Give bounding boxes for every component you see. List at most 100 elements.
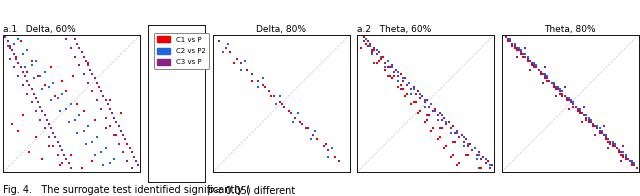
Point bbox=[374, 59, 384, 63]
Point bbox=[358, 40, 369, 43]
Point bbox=[372, 48, 382, 52]
Point bbox=[566, 99, 577, 102]
Point bbox=[599, 125, 609, 128]
Point bbox=[260, 85, 270, 89]
Point bbox=[365, 44, 375, 47]
Point bbox=[531, 66, 541, 69]
Point bbox=[452, 129, 462, 132]
Point bbox=[18, 53, 28, 56]
Point bbox=[369, 62, 380, 65]
Point bbox=[380, 68, 390, 71]
Point bbox=[621, 157, 631, 161]
Point bbox=[415, 96, 426, 100]
Point bbox=[610, 144, 620, 147]
Point bbox=[29, 92, 39, 95]
Point bbox=[48, 131, 58, 134]
Point bbox=[568, 101, 579, 104]
Point bbox=[562, 99, 572, 102]
Point bbox=[450, 140, 460, 143]
Point bbox=[428, 127, 438, 130]
Point bbox=[378, 55, 388, 58]
Point bbox=[404, 81, 415, 84]
Point bbox=[76, 166, 86, 169]
Point bbox=[76, 51, 86, 54]
Point bbox=[57, 92, 67, 95]
Point bbox=[419, 99, 429, 102]
Point bbox=[310, 129, 320, 132]
Point bbox=[92, 136, 102, 139]
Point bbox=[236, 62, 246, 65]
Point bbox=[441, 144, 451, 147]
Point bbox=[448, 125, 458, 128]
Point bbox=[312, 138, 322, 141]
Point bbox=[450, 131, 460, 134]
Point bbox=[590, 133, 600, 137]
Point bbox=[596, 129, 607, 132]
Point bbox=[51, 136, 61, 139]
Point bbox=[81, 142, 91, 145]
Point bbox=[540, 73, 550, 76]
Point bbox=[514, 46, 524, 49]
Point bbox=[312, 138, 322, 141]
Point bbox=[400, 77, 410, 80]
Point bbox=[124, 146, 134, 150]
Point bbox=[601, 133, 611, 137]
Point bbox=[4, 44, 15, 47]
Point bbox=[588, 125, 598, 128]
Point bbox=[13, 38, 24, 41]
Point bbox=[61, 38, 72, 41]
Point bbox=[527, 64, 537, 67]
Point bbox=[18, 83, 28, 86]
Point bbox=[518, 53, 529, 56]
Point bbox=[577, 120, 588, 123]
Point bbox=[573, 107, 583, 110]
Point bbox=[544, 79, 554, 82]
Point bbox=[536, 73, 546, 76]
Point bbox=[292, 112, 303, 115]
Point bbox=[72, 131, 83, 134]
Point bbox=[603, 138, 613, 141]
Point bbox=[111, 120, 122, 123]
Point bbox=[402, 83, 412, 86]
Point bbox=[586, 120, 596, 123]
Point bbox=[408, 101, 419, 104]
Point bbox=[424, 105, 434, 108]
Point bbox=[374, 51, 384, 54]
Point bbox=[437, 118, 447, 121]
Point bbox=[448, 140, 458, 143]
Point bbox=[445, 155, 456, 158]
Point bbox=[556, 88, 566, 91]
Point bbox=[20, 66, 30, 69]
Point bbox=[396, 88, 406, 91]
Point bbox=[459, 140, 469, 143]
Point bbox=[422, 118, 432, 121]
Point bbox=[590, 125, 600, 128]
Point bbox=[465, 142, 476, 145]
Point bbox=[426, 103, 436, 106]
Point bbox=[70, 38, 80, 41]
Point bbox=[9, 42, 19, 45]
Point bbox=[559, 85, 570, 89]
Point bbox=[33, 101, 43, 104]
Point bbox=[456, 133, 467, 137]
Point bbox=[616, 151, 627, 154]
Point bbox=[334, 160, 344, 163]
Point bbox=[522, 57, 532, 60]
Point bbox=[542, 75, 552, 78]
Point bbox=[105, 107, 115, 110]
Point bbox=[445, 127, 456, 130]
Point bbox=[514, 48, 524, 52]
Point bbox=[253, 79, 264, 82]
Point bbox=[257, 77, 268, 80]
Text: p: p bbox=[207, 185, 214, 195]
Point bbox=[461, 138, 471, 141]
Point bbox=[4, 46, 15, 49]
Point bbox=[430, 107, 440, 110]
Point bbox=[605, 142, 616, 145]
Point bbox=[360, 38, 371, 41]
Point bbox=[542, 79, 552, 82]
Point bbox=[500, 35, 511, 39]
Point bbox=[508, 44, 518, 47]
Point bbox=[618, 155, 628, 158]
Point bbox=[218, 51, 228, 54]
